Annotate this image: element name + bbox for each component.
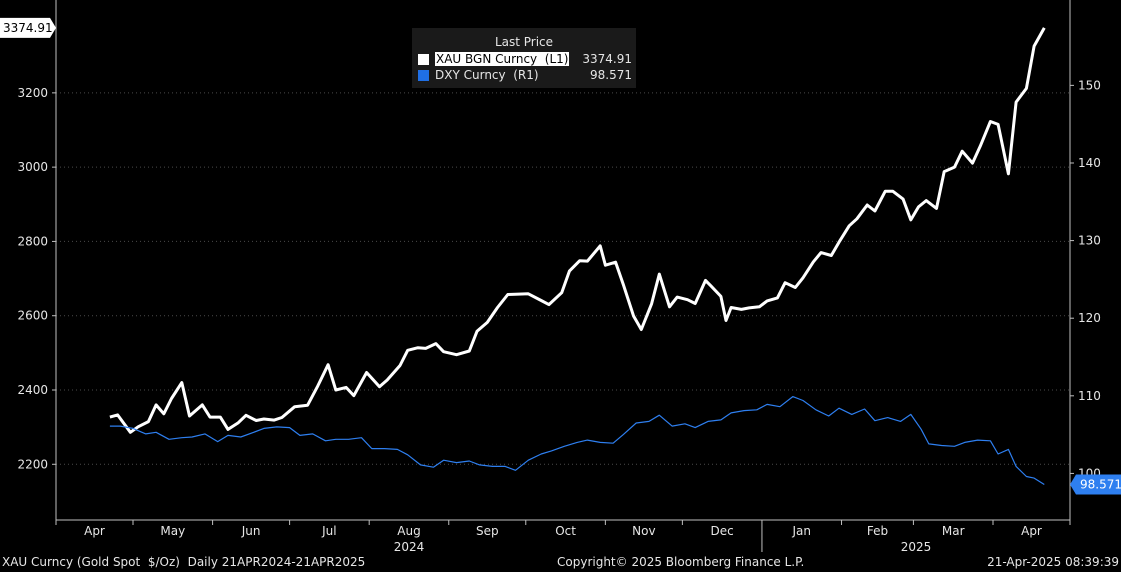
x-axis-month-label: Dec <box>711 524 734 538</box>
x-axis-month-label: May <box>160 524 185 538</box>
right-axis-tick-label: 120 <box>1078 311 1101 325</box>
legend-swatch-xau <box>418 54 429 65</box>
x-axis-year-label: 2025 <box>901 540 932 554</box>
legend-label-xau: XAU BGN Curncy (L1) <box>435 52 570 66</box>
legend-label-dxy: DXY Curncy (R1) <box>435 68 539 82</box>
x-axis-month-label: Jul <box>321 524 336 538</box>
right-axis-tick-label: 140 <box>1078 156 1101 170</box>
right-last-value-text: 98.571 <box>1080 478 1121 492</box>
left-axis-tick-label: 2800 <box>17 234 48 248</box>
series-line-xau <box>109 27 1046 434</box>
legend-value-xau: 3374.91 <box>582 52 632 66</box>
footer-security-info: XAU Curncy (Gold Spot $/Oz) Daily 21APR2… <box>2 555 366 569</box>
x-axis-month-label: Oct <box>555 524 576 538</box>
left-last-value-text: 3374.91 <box>3 21 53 35</box>
x-axis-year-label: 2024 <box>394 540 425 554</box>
left-last-value-badge <box>0 17 56 38</box>
legend-value-dxy: 98.571 <box>590 68 632 82</box>
x-axis-month-label: Apr <box>1021 524 1042 538</box>
left-axis-tick-label: 3000 <box>17 160 48 174</box>
left-axis-tick-label: 2400 <box>17 383 48 397</box>
left-axis-tick-label: 3200 <box>17 86 48 100</box>
x-axis-month-label: Apr <box>84 524 105 538</box>
legend-title: Last Price <box>494 35 554 49</box>
legend-item-xau[interactable]: XAU BGN Curncy (L1) 3374.91 <box>418 52 632 67</box>
x-axis-month-label: Feb <box>867 524 888 538</box>
x-axis-month-label: Aug <box>397 524 420 538</box>
left-axis-tick-label: 2600 <box>17 309 48 323</box>
x-axis-month-label: Nov <box>632 524 655 538</box>
right-axis-tick-label: 110 <box>1078 389 1101 403</box>
series-line-dxy <box>109 396 1045 486</box>
right-axis-tick-label: 150 <box>1078 78 1101 92</box>
x-axis-month-label: Sep <box>476 524 499 538</box>
right-axis-tick-label: 130 <box>1078 234 1101 248</box>
x-axis-month-label: Jan <box>791 524 811 538</box>
x-axis-month-label: Jun <box>241 524 261 538</box>
left-axis-tick-label: 2200 <box>17 457 48 471</box>
legend: Last Price XAU BGN Curncy (L1) 3374.91 D… <box>412 28 636 88</box>
footer-copyright: Copyright© 2025 Bloomberg Finance L.P. <box>557 555 805 569</box>
x-axis-month-label: Mar <box>942 524 965 538</box>
legend-swatch-dxy <box>418 70 429 81</box>
footer-timestamp: 21-Apr-2025 08:39:39 <box>987 555 1119 569</box>
legend-item-dxy[interactable]: DXY Curncy (R1) 98.571 <box>418 68 632 83</box>
right-last-value-badge <box>1070 474 1121 495</box>
